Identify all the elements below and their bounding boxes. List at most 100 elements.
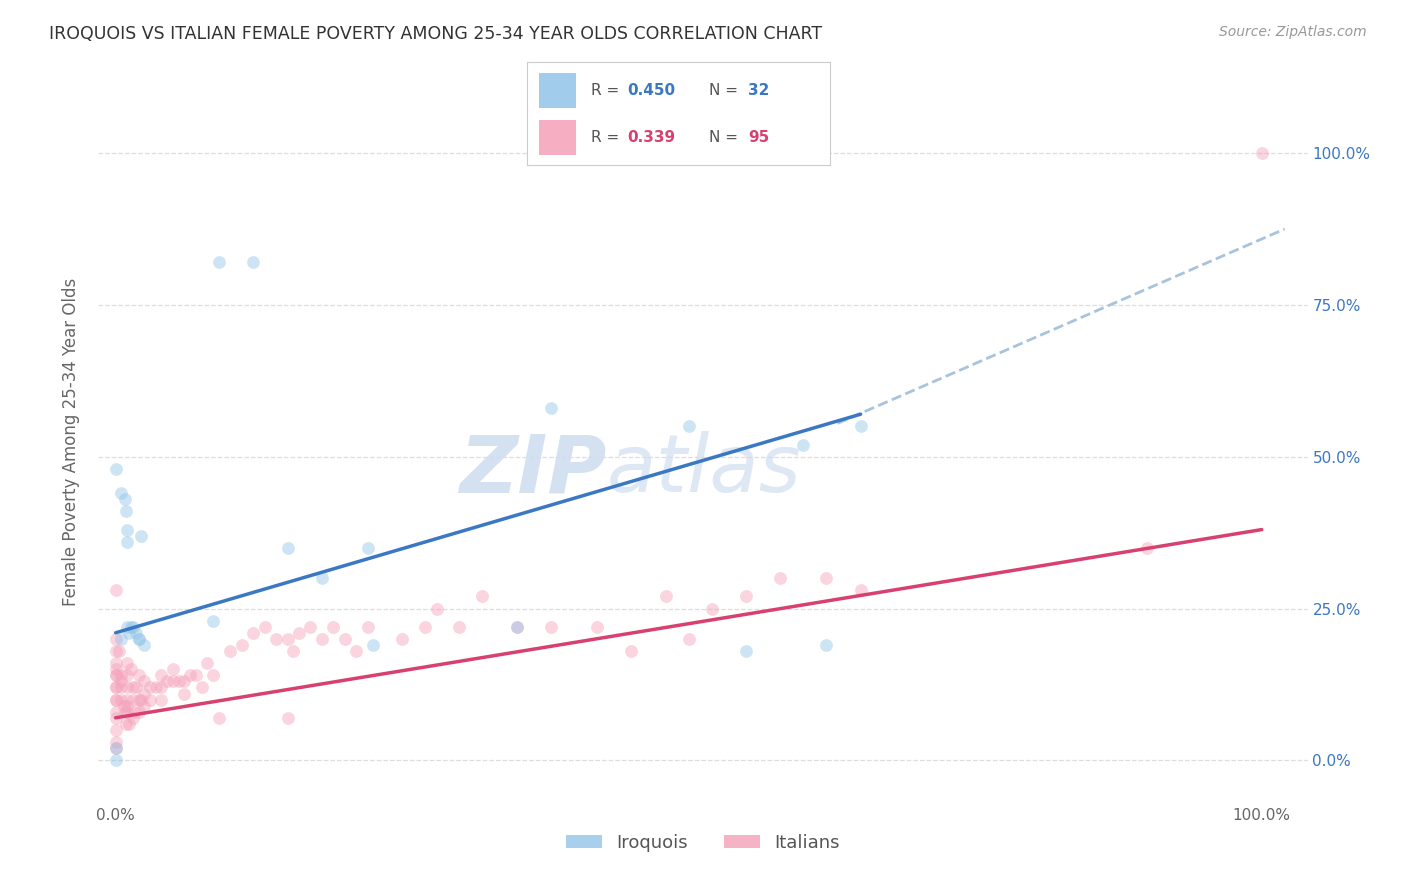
Point	[104, 753, 127, 767]
Point	[253, 620, 276, 634]
Point	[357, 620, 380, 634]
Point	[173, 674, 195, 689]
Point	[104, 711, 127, 725]
Point	[150, 681, 173, 695]
Point	[104, 692, 127, 706]
Point	[540, 401, 562, 416]
Point	[242, 625, 264, 640]
Point	[322, 620, 344, 634]
Legend: Iroquois, Italians: Iroquois, Italians	[558, 826, 848, 859]
Point	[115, 717, 138, 731]
Point	[849, 419, 872, 434]
Point	[104, 723, 127, 737]
Point	[128, 632, 150, 646]
Bar	[540, 120, 575, 155]
Point	[115, 620, 138, 634]
Point	[139, 681, 162, 695]
Point	[190, 681, 212, 695]
Point	[179, 668, 201, 682]
Point	[104, 705, 127, 719]
Point	[413, 620, 436, 634]
Point	[104, 741, 127, 756]
Point	[1250, 146, 1272, 161]
Point	[115, 668, 138, 682]
Point	[134, 674, 156, 689]
Point	[277, 632, 299, 646]
Point	[344, 644, 367, 658]
Point	[184, 668, 207, 682]
Point	[110, 632, 132, 646]
Point	[122, 705, 145, 719]
Point	[195, 656, 218, 670]
Point	[769, 571, 792, 585]
Point	[150, 668, 173, 682]
Point	[115, 698, 138, 713]
Point	[104, 462, 127, 476]
Point	[108, 644, 131, 658]
Point	[264, 632, 287, 646]
Point	[115, 656, 138, 670]
Point	[139, 692, 162, 706]
Point	[125, 681, 148, 695]
Point	[540, 620, 562, 634]
Y-axis label: Female Poverty Among 25-34 Year Olds: Female Poverty Among 25-34 Year Olds	[62, 277, 80, 606]
Text: atlas: atlas	[606, 432, 801, 509]
Point	[208, 711, 231, 725]
Point	[277, 711, 299, 725]
Point	[299, 620, 322, 634]
Point	[115, 705, 138, 719]
Point	[110, 681, 132, 695]
Point	[620, 644, 643, 658]
Bar	[540, 73, 575, 108]
Point	[104, 644, 127, 658]
Text: ZIP: ZIP	[458, 432, 606, 509]
Point	[231, 638, 253, 652]
Point	[128, 668, 150, 682]
Point	[655, 590, 678, 604]
Point	[815, 638, 838, 652]
Point	[104, 656, 127, 670]
Point	[104, 735, 127, 749]
Point	[125, 625, 148, 640]
Point	[586, 620, 609, 634]
Text: 0.450: 0.450	[627, 83, 675, 97]
Point	[506, 620, 529, 634]
Point	[115, 534, 138, 549]
Point	[134, 698, 156, 713]
Point	[678, 632, 700, 646]
Point	[115, 692, 138, 706]
Point	[115, 681, 138, 695]
Point	[792, 437, 814, 451]
Point	[167, 674, 190, 689]
Point	[120, 620, 142, 634]
Point	[114, 492, 136, 507]
Point	[110, 486, 132, 500]
Point	[115, 504, 138, 518]
Point	[104, 662, 127, 676]
Point	[104, 681, 127, 695]
Point	[121, 692, 143, 706]
Point	[128, 705, 150, 719]
Text: R =: R =	[591, 83, 624, 97]
Point	[110, 674, 132, 689]
Point	[121, 620, 143, 634]
Point	[735, 644, 758, 658]
Point	[202, 614, 225, 628]
Point	[129, 529, 152, 543]
Text: 32: 32	[748, 83, 769, 97]
Point	[134, 686, 156, 700]
Point	[162, 662, 184, 676]
Point	[110, 692, 132, 706]
Point	[118, 717, 141, 731]
Point	[120, 662, 142, 676]
Text: R =: R =	[591, 130, 624, 145]
Point	[277, 541, 299, 555]
Point	[202, 668, 225, 682]
Point	[288, 625, 311, 640]
Point	[506, 620, 529, 634]
Point	[391, 632, 413, 646]
Point	[815, 571, 838, 585]
Point	[104, 668, 127, 682]
Point	[363, 638, 385, 652]
Point	[311, 632, 333, 646]
